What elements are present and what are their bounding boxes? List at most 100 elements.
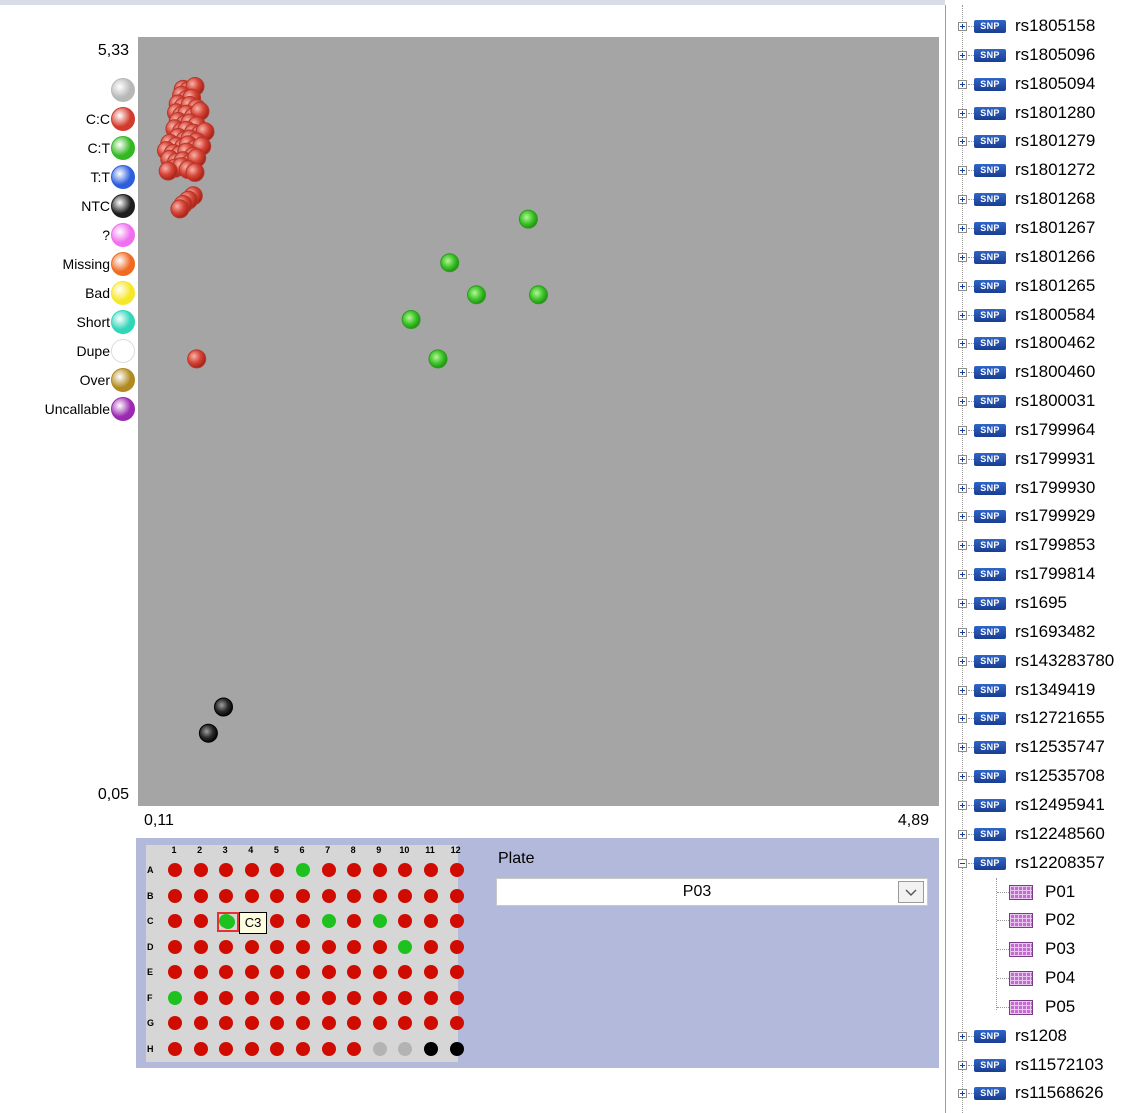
plate-well[interactable] — [296, 990, 310, 1005]
plate-well[interactable] — [424, 888, 438, 903]
plate-well[interactable] — [372, 1041, 387, 1056]
plate-well[interactable] — [424, 1016, 438, 1030]
plate-well[interactable] — [219, 1016, 234, 1030]
tree-item-snp[interactable]: SNP rs1349419 — [946, 676, 1132, 705]
plate-well[interactable] — [372, 863, 387, 877]
plate-well[interactable] — [270, 939, 285, 954]
plate-well[interactable] — [270, 965, 285, 979]
legend-item[interactable]: Dupe — [77, 336, 135, 365]
scatter-plot[interactable] — [138, 37, 939, 806]
plate-well[interactable] — [347, 939, 362, 954]
legend-item[interactable]: Missing — [63, 249, 135, 278]
expand-icon[interactable] — [958, 685, 967, 695]
legend-item[interactable]: NTC — [81, 191, 135, 220]
plate-well[interactable] — [347, 888, 362, 903]
plate-well[interactable] — [449, 863, 464, 877]
plate-well[interactable] — [270, 888, 285, 903]
legend-item[interactable]: C:C — [86, 104, 135, 133]
point-ct[interactable] — [428, 349, 448, 369]
tree-item-snp[interactable]: SNP rs1801267 — [946, 214, 1132, 243]
tree-item-snp[interactable]: SNP rs12248560 — [946, 820, 1132, 849]
plate-well[interactable] — [321, 990, 336, 1005]
legend-item[interactable]: T:T — [91, 162, 135, 191]
plate-well[interactable] — [372, 888, 387, 903]
tree-item-snp[interactable]: SNP rs1805096 — [946, 41, 1132, 70]
expand-icon[interactable] — [958, 79, 967, 89]
expand-icon[interactable] — [958, 512, 967, 522]
tree-item-plate[interactable]: P01 — [946, 878, 1132, 907]
plate-well[interactable] — [270, 1016, 285, 1030]
tree-item-plate[interactable]: P03 — [946, 935, 1132, 964]
tree-item-snp[interactable]: SNP rs12208357 — [946, 849, 1132, 878]
plate-well[interactable] — [449, 914, 464, 928]
expand-icon[interactable] — [958, 772, 967, 782]
plate-well[interactable] — [321, 888, 336, 903]
plate-well[interactable] — [372, 914, 387, 928]
expand-icon[interactable] — [958, 541, 967, 551]
plate-well[interactable] — [270, 990, 285, 1005]
plate-well[interactable] — [219, 939, 234, 954]
plate-well[interactable] — [168, 863, 182, 877]
plate-well[interactable] — [296, 1016, 310, 1030]
legend-item[interactable]: Over — [80, 365, 135, 394]
point-cc[interactable] — [185, 162, 205, 182]
plate-well[interactable] — [244, 863, 259, 877]
tree-item-snp[interactable]: SNP rs1799853 — [946, 531, 1132, 560]
tree-item-snp[interactable]: SNP rs12495941 — [946, 791, 1132, 820]
tree-item-plate[interactable]: P04 — [946, 964, 1132, 993]
expand-icon[interactable] — [958, 50, 967, 60]
plate-well[interactable] — [347, 863, 362, 877]
expand-icon[interactable] — [958, 483, 967, 493]
plate-well[interactable] — [347, 965, 362, 979]
tree-item-plate[interactable]: P05 — [946, 993, 1132, 1022]
legend-item[interactable]: Short — [77, 307, 135, 336]
point-ct[interactable] — [440, 253, 460, 273]
point-ntc[interactable] — [214, 697, 233, 717]
expand-icon[interactable] — [958, 829, 967, 839]
expand-icon[interactable] — [958, 800, 967, 810]
plate-dropdown[interactable]: P03 — [496, 878, 928, 906]
plate-well[interactable] — [244, 1041, 259, 1056]
plate-well[interactable] — [398, 914, 413, 928]
plate-well[interactable] — [424, 1041, 438, 1056]
plate-well[interactable] — [398, 1016, 413, 1030]
plate-well[interactable] — [449, 888, 464, 903]
expand-icon[interactable] — [958, 22, 967, 31]
plate-well[interactable] — [449, 990, 464, 1005]
tree-item-snp[interactable]: SNP rs143283780 — [946, 647, 1132, 676]
plate-well[interactable] — [372, 990, 387, 1005]
plate-well[interactable] — [193, 888, 208, 903]
plate-well[interactable] — [424, 965, 438, 979]
plate-map[interactable]: 1 2 3 4 5 6 7 8 9 10 11 12 A B C D E F G H C3 — [146, 845, 464, 1062]
plate-well[interactable] — [449, 965, 464, 979]
plate-well[interactable] — [321, 939, 336, 954]
plate-well[interactable] — [372, 939, 387, 954]
selected-well-highlight[interactable] — [217, 912, 239, 932]
tree-item-snp[interactable]: SNP rs12721655 — [946, 704, 1132, 733]
tree-item-snp[interactable]: SNP rs1801279 — [946, 127, 1132, 156]
expand-icon[interactable] — [958, 223, 967, 233]
tree-item-snp[interactable]: SNP rs1208 — [946, 1022, 1132, 1051]
expand-icon[interactable] — [958, 310, 967, 320]
plate-well[interactable] — [168, 914, 182, 928]
tree-item-snp[interactable]: SNP rs1799964 — [946, 416, 1132, 445]
legend-item[interactable]: ? — [102, 220, 135, 249]
tree-item-snp[interactable]: SNP rs12535708 — [946, 762, 1132, 791]
expand-icon[interactable] — [958, 397, 967, 407]
plate-well[interactable] — [168, 888, 182, 903]
plate-well[interactable] — [168, 939, 182, 954]
plate-well[interactable] — [296, 939, 310, 954]
tree-item-snp[interactable]: SNP rs1695 — [946, 589, 1132, 618]
plate-well[interactable] — [321, 863, 336, 877]
plate-well[interactable] — [347, 914, 362, 928]
point-ct[interactable] — [467, 285, 486, 305]
plate-well[interactable] — [321, 965, 336, 979]
dropdown-button[interactable] — [898, 881, 924, 903]
plate-well[interactable] — [296, 863, 310, 877]
plate-well[interactable] — [270, 1041, 285, 1056]
plate-well[interactable] — [270, 914, 285, 928]
expand-icon[interactable] — [958, 570, 967, 580]
expand-icon[interactable] — [958, 454, 967, 464]
collapse-icon[interactable] — [958, 858, 967, 868]
tree-item-snp[interactable]: SNP rs1801272 — [946, 156, 1132, 185]
